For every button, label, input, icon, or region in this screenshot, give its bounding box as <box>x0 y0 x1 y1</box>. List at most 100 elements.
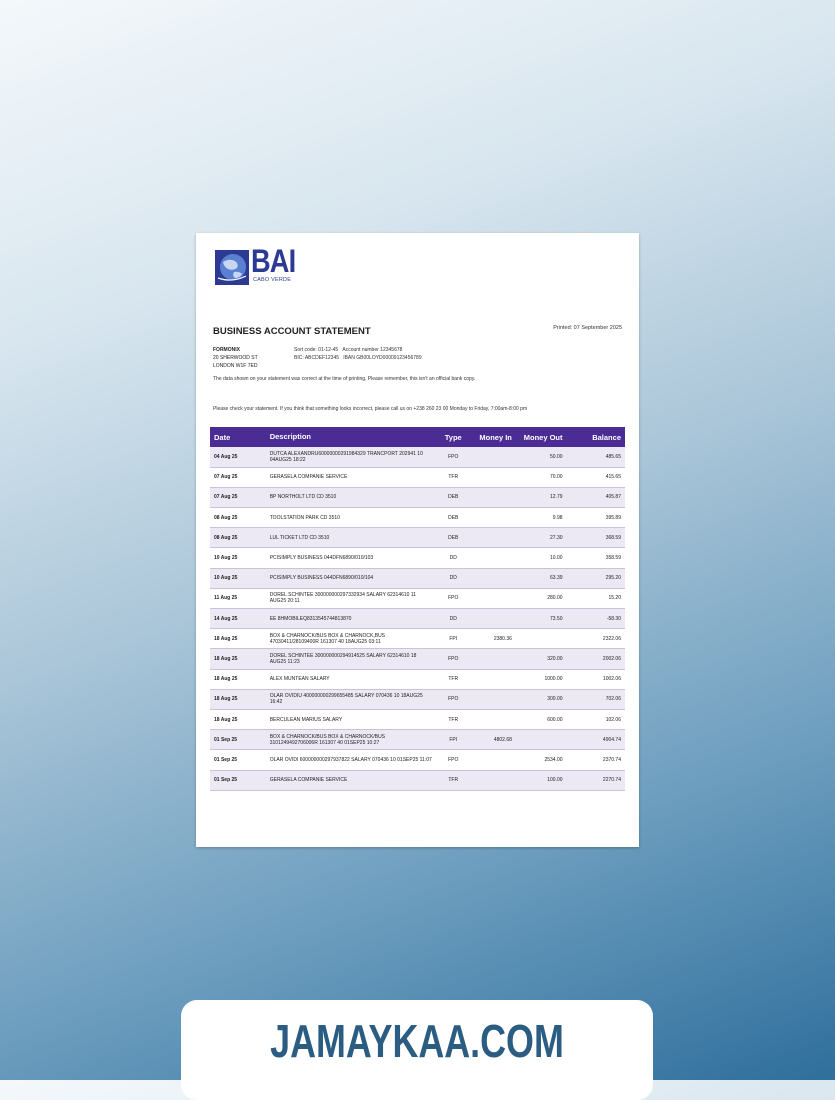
cell-money-in <box>469 749 516 771</box>
cell-date: 07 Aug 25 <box>210 487 266 509</box>
table-row: 04 Aug 25 DUTCA ALEXANDRU6000000029198432… <box>210 447 625 468</box>
cell-date: 10 Aug 25 <box>210 568 266 589</box>
cell-type: FPO <box>437 749 469 771</box>
cell-description: TOOLSTATION PARK CD 3510 <box>265 507 438 529</box>
cell-description: GERASELA COMPANIE SERVICE <box>265 467 438 488</box>
table-row: 08 Aug 25 LUL TICKET LTD CD 3510 DEB 27.30 3… <box>210 527 625 549</box>
table-row: 18 Aug 25 BERCULEAN MARIUS SALARY TFR 600.0… <box>210 709 625 731</box>
notice-accuracy: The data shown on your statement was cor… <box>213 376 476 382</box>
cell-type: FPO <box>437 588 469 610</box>
cell-date: 08 Aug 25 <box>210 507 266 529</box>
cell-description: PCISIMPLY BUSINESS 044DFN6890/010/104 <box>265 568 438 589</box>
table-row: 01 Sep 25 GERASELA COMPANIE SERVICE TFR 100… <box>210 770 625 791</box>
watermark-text: JAMAYKAA.COM <box>270 1015 564 1067</box>
cell-date: 18 Aug 25 <box>210 689 266 710</box>
cell-money-in <box>469 770 516 791</box>
cell-money-out: 280.00 <box>515 588 567 610</box>
table-row: 18 Aug 25 ALEX MUNTEAN SALARY TFR 1000.00 10… <box>210 669 625 690</box>
statement-document: BAI CABO VERDE BUSINESS ACCOUNT STATEMEN… <box>196 233 639 847</box>
cell-description: BOX & CHARNOCK/BUS BOX & CHARNOCK,BUS 47… <box>265 628 438 650</box>
cell-money-in <box>469 588 516 610</box>
table-row: 11 Aug 25 DOREL SCHINTEE 3000000002973329… <box>210 588 625 610</box>
iban-code: IBAN GB00LOYD00009123456789 <box>343 355 422 361</box>
cell-money-out: 1000.00 <box>515 669 567 690</box>
header-money-in: Money In <box>469 427 516 447</box>
cell-balance: 702.06 <box>566 689 625 710</box>
cell-date: 18 Aug 25 <box>210 709 266 731</box>
table-row: 07 Aug 25 GERASELA COMPANIE SERVICE TFR 70.… <box>210 467 625 488</box>
cell-money-out: 100.00 <box>515 770 567 791</box>
cell-type: FPO <box>437 648 469 670</box>
cell-balance: 15.20 <box>566 588 625 610</box>
cell-money-in: 2380.36 <box>469 628 516 650</box>
cell-type: DD <box>437 568 469 589</box>
cell-description: BERCULEAN MARIUS SALARY <box>265 709 438 731</box>
cell-description: LUL TICKET LTD CD 3510 <box>265 527 438 549</box>
cell-date: 14 Aug 25 <box>210 608 266 630</box>
cell-date: 11 Aug 25 <box>210 588 266 610</box>
cell-description: BOX & CHARNOCK/BUS BOX & CHARNOCK/BUS 31… <box>265 729 438 751</box>
cell-balance: 102.06 <box>566 709 625 731</box>
printed-date: Printed: 07 September 2025 <box>553 325 622 331</box>
cell-description: OLAR OVIDI 600000000297937822 SALARY 070… <box>265 749 438 771</box>
cell-date: 08 Aug 25 <box>210 527 266 549</box>
cell-description: BP NORTHOLT LTD CD 3510 <box>265 487 438 509</box>
cell-balance: 295.20 <box>566 568 625 589</box>
cell-description: EE 8HMOBILEQ8313545744813870 <box>265 608 438 630</box>
cell-money-in: 4802.68 <box>469 729 516 751</box>
cell-description: DUTCA ALEXANDRU60000000291984329 TRANCPO… <box>265 447 438 468</box>
table-row: 18 Aug 25 BOX & CHARNOCK/BUS BOX & CHARNO… <box>210 628 625 650</box>
table-row: 18 Aug 25 OLAR OVIDIU 400000000299655485 … <box>210 689 625 710</box>
sort-code: Sort code: 01-12-45 <box>294 347 339 353</box>
cell-description: DOREL SCHINTEE 300000000294914525 SALARY… <box>265 648 438 670</box>
cell-money-in <box>469 487 516 509</box>
cell-money-in <box>469 608 516 630</box>
cell-description: OLAR OVIDIU 400000000299655485 SALARY 07… <box>265 689 438 710</box>
cell-date: 18 Aug 25 <box>210 628 266 650</box>
cell-balance: 2322.06 <box>566 628 625 650</box>
cell-money-in <box>469 709 516 731</box>
company-name: FORMONIX <box>213 347 240 353</box>
table-row: 01 Sep 25 OLAR OVIDI 600000000297937822 S… <box>210 749 625 771</box>
cell-balance: 4904.74 <box>566 729 625 751</box>
cell-balance: 415.65 <box>566 467 625 488</box>
cell-date: 07 Aug 25 <box>210 467 266 488</box>
cell-date: 18 Aug 25 <box>210 648 266 670</box>
header-balance: Balance <box>566 427 625 447</box>
header-money-out: Money Out <box>515 427 567 447</box>
cell-type: DD <box>437 547 469 569</box>
cell-money-out: 12.79 <box>515 487 567 509</box>
cell-money-in <box>469 689 516 710</box>
cell-type: TFR <box>437 467 469 488</box>
cell-type: FPO <box>437 689 469 710</box>
cell-balance: 358.59 <box>566 547 625 569</box>
watermark-banner: JAMAYKAA.COM <box>181 1000 653 1100</box>
account-details: Sort code: 01-12-45 Account number 12345… <box>294 346 422 362</box>
cell-money-in <box>469 568 516 589</box>
cell-money-out: 10.00 <box>515 547 567 569</box>
globe-logo-icon <box>215 250 249 285</box>
cell-money-in <box>469 527 516 549</box>
cell-description: PCISIMPLY BUSINESS 044DFN6890/010/103 <box>265 547 438 569</box>
cell-balance: 395.89 <box>566 507 625 529</box>
header-description: Description <box>265 427 438 447</box>
cell-type: DEB <box>437 487 469 509</box>
cell-money-out: 50.00 <box>515 447 567 468</box>
table-header-row: Date Description Type Money In Money Out… <box>210 427 625 447</box>
cell-money-in <box>469 547 516 569</box>
cell-money-in <box>469 467 516 488</box>
table-row: 08 Aug 25 TOOLSTATION PARK CD 3510 DEB 9.98… <box>210 507 625 529</box>
cell-money-out: 600.00 <box>515 709 567 731</box>
cell-money-out: 300.00 <box>515 689 567 710</box>
account-number: Account number 12345678 <box>342 347 403 353</box>
table-row: 07 Aug 25 BP NORTHOLT LTD CD 3510 DEB 12.79… <box>210 487 625 509</box>
cell-money-in <box>469 507 516 529</box>
cell-money-in <box>469 669 516 690</box>
header-type: Type <box>437 427 469 447</box>
cell-date: 18 Aug 25 <box>210 669 266 690</box>
address-line-1: 20 SHERWOOD ST <box>213 355 258 361</box>
cell-balance: 368.59 <box>566 527 625 549</box>
header-date: Date <box>210 427 266 447</box>
cell-description: GERASELA COMPANIE SERVICE <box>265 770 438 791</box>
cell-description: DOREL SCHINTEE 300000000297332934 SALARY… <box>265 588 438 610</box>
